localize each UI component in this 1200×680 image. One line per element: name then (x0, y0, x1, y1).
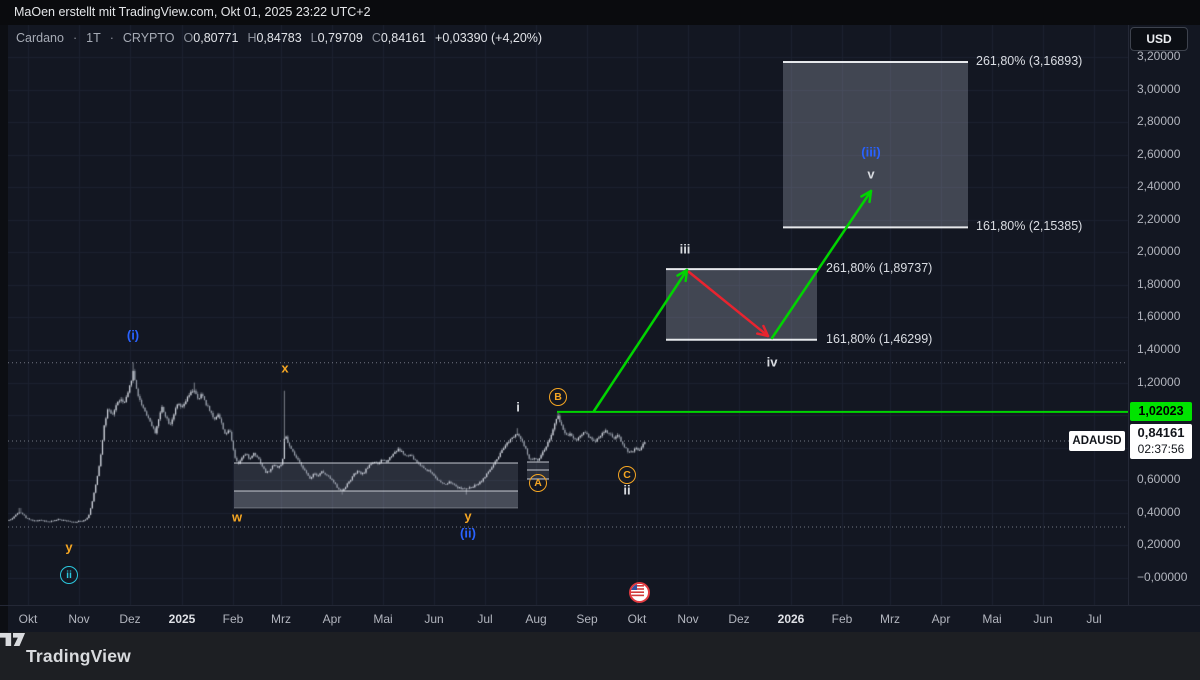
time-axis-label: Mrz (880, 612, 900, 626)
time-axis-label: Feb (222, 612, 244, 626)
time-axis-label: Nov (677, 612, 699, 626)
price-axis-label: 1,20000 (1137, 374, 1181, 389)
time-axis-label: Okt (627, 612, 647, 626)
symbol-name[interactable]: Cardano (16, 30, 64, 45)
fib-projection-box[interactable] (666, 269, 817, 340)
time-axis-label: 2025 (168, 612, 196, 626)
correction-down-arrow[interactable] (687, 270, 770, 338)
market-label: CRYPTO (122, 30, 175, 45)
separator-dot: · (109, 30, 114, 45)
price-axis-label: 2,40000 (1137, 179, 1181, 194)
price-axis-label: 0,60000 (1137, 472, 1181, 487)
fib-projection-box[interactable] (783, 62, 968, 228)
price-axis-label: 2,80000 (1137, 114, 1181, 129)
price-axis-label: 3,00000 (1137, 81, 1181, 96)
chart-left-margin (0, 25, 8, 632)
correction-down-arrow-head (756, 324, 770, 338)
time-axis-label: Apr (931, 612, 951, 626)
wxy-range-box[interactable] (234, 463, 518, 508)
wxy-range-box-band (234, 491, 518, 508)
price-axis-label: 2,20000 (1137, 211, 1181, 226)
interval-label[interactable]: 1T (86, 30, 101, 45)
price-axis-label: 1,40000 (1137, 342, 1181, 357)
time-axis-label: Mrz (271, 612, 291, 626)
price-axis-label: 0,40000 (1137, 504, 1181, 519)
price-axis-label: 2,60000 (1137, 146, 1181, 161)
time-axis-label: Mai (982, 612, 1002, 626)
separator-dot: · (72, 30, 78, 45)
impulse-up-arrow-2[interactable] (770, 189, 873, 340)
time-axis-label: Feb (831, 612, 853, 626)
time-axis-label: Nov (68, 612, 90, 626)
time-axis-label: Mai (373, 612, 393, 626)
brand-text[interactable]: TradingView (26, 645, 131, 666)
price-axis-label: 2,00000 (1137, 244, 1181, 259)
ohlc-field: L0,79709 (310, 30, 363, 45)
time-axis-label: Dez (728, 612, 750, 626)
impulse-up-arrow-1-head (676, 268, 689, 283)
attribution-text: MaOen erstellt mit TradingView.com, Okt … (14, 5, 371, 19)
time-axis[interactable]: Okt Nov Dez 2025 Feb Mrz Apr Mai Jun Jul Aug Sep Okt… (0, 605, 1200, 633)
time-axis-label: Jul (1086, 612, 1102, 626)
time-axis-label: Aug (525, 612, 547, 626)
time-axis-label: Jul (477, 612, 493, 626)
ohlc-field: H0,84783 (247, 30, 302, 45)
us-economic-event-icon[interactable] (629, 582, 650, 603)
line-price-label[interactable]: 1,02023 (1130, 402, 1192, 422)
tradingview-logo[interactable] (0, 632, 26, 648)
footer-bar: TradingView (0, 632, 1200, 680)
time-axis-label: Sep (576, 612, 598, 626)
drawings-overlay (8, 61, 1128, 528)
time-axis-label: 2026 (777, 612, 805, 626)
impulse-up-arrow-1[interactable] (592, 268, 689, 413)
symbol-info-bar: Cardano · 1T · CRYPTO O0,80771 H0,84783 L0… (8, 26, 542, 49)
ohlc-field: C0,84161 (371, 30, 427, 45)
price-axis-label: 1,60000 (1137, 309, 1181, 324)
impulse-up-arrow-2-head (860, 189, 873, 204)
attribution-bar: MaOen erstellt mit TradingView.com, Okt … (0, 0, 1200, 25)
price-axis-label: 0,20000 (1137, 537, 1181, 552)
us-flag-icon (631, 584, 644, 597)
time-axis-label: Okt (18, 612, 38, 626)
ohlc-values: O0,80771 H0,84783 L0,79709 C0,84161 (184, 31, 427, 45)
price-axis-label: −0,00000 (1137, 569, 1188, 584)
price-axis[interactable]: 3,20000 3,00000 2,80000 2,60000 2,40000 2,200… (1128, 25, 1200, 605)
time-axis-label: Jun (424, 612, 444, 626)
currency-toggle-button[interactable]: USD (1130, 27, 1188, 51)
ohlc-field: O0,80771 (183, 30, 239, 45)
time-axis-label: Apr (322, 612, 342, 626)
change-value: +0,03390 (+4,20%) (435, 30, 543, 45)
bar-countdown: 02:37:56 (1137, 441, 1185, 456)
price-axis-label: 1,80000 (1137, 276, 1181, 291)
price-axis-label: 3,20000 (1137, 49, 1181, 63)
current-price-label: 0,84161 02:37:56 (1130, 423, 1192, 459)
current-price-value: 0,84161 (1137, 424, 1185, 440)
time-axis-label: Jun (1033, 612, 1053, 626)
time-axis-label: Dez (119, 612, 141, 626)
